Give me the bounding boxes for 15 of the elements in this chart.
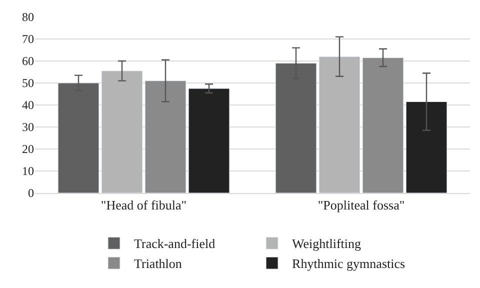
y-tick-label: 80 xyxy=(22,10,34,24)
y-tick-label: 30 xyxy=(22,120,34,134)
legend-label: Triathlon xyxy=(134,256,182,272)
x-tick-label: "Popliteal fossa" xyxy=(318,198,405,213)
y-tick-label: 40 xyxy=(22,98,34,112)
x-tick-label: "Head of fibula" xyxy=(100,198,187,213)
legend-label: Rhythmic gymnastics xyxy=(292,256,406,272)
y-tick-label: 50 xyxy=(22,76,34,90)
y-tick-label: 0 xyxy=(28,186,34,200)
y-tick-label: 20 xyxy=(22,142,34,156)
y-tick-label: 70 xyxy=(22,32,34,46)
y-tick-label: 10 xyxy=(22,164,34,178)
legend-label: Track-and-field xyxy=(134,236,216,252)
y-tick-label: 60 xyxy=(22,54,34,68)
legend-label: Weightlifting xyxy=(292,236,362,252)
